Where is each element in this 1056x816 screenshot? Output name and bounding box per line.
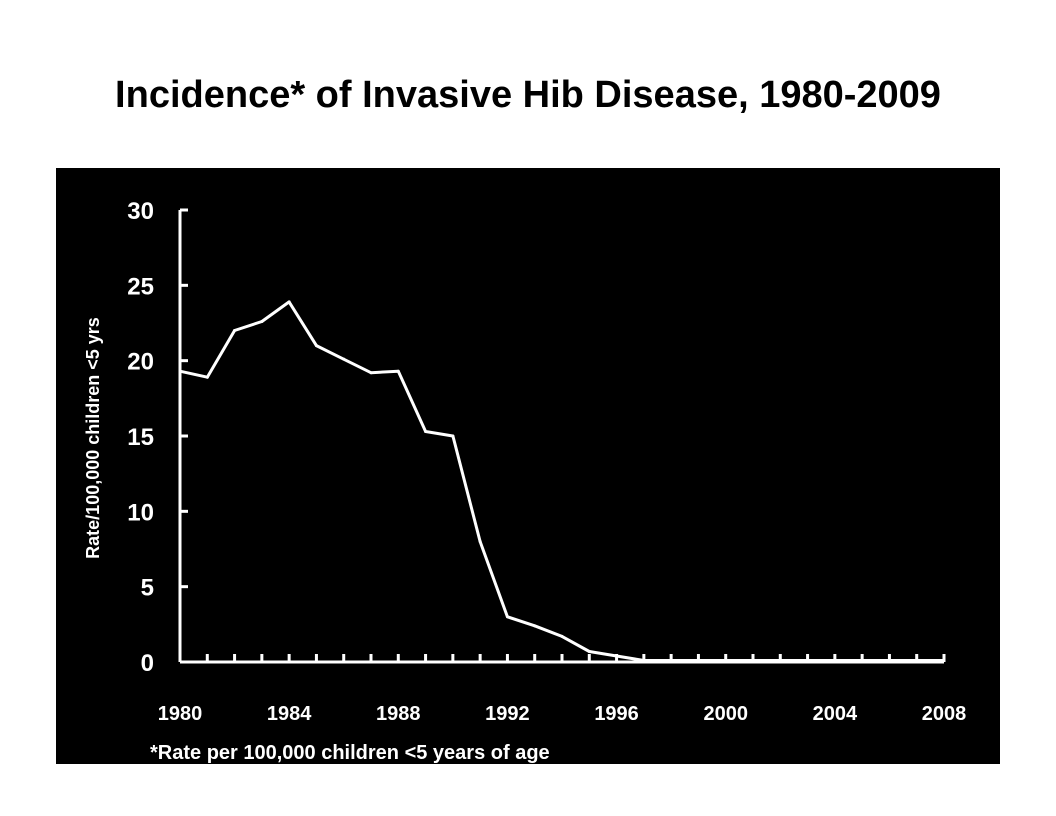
data-point (505, 615, 509, 619)
data-point (287, 300, 291, 304)
y-tick-label: 10 (127, 499, 154, 526)
data-point (233, 329, 237, 333)
data-point (424, 429, 428, 433)
x-tick-label: 1984 (267, 703, 312, 725)
y-tick-label: 20 (127, 349, 154, 376)
x-tick-label: 1996 (594, 703, 639, 725)
y-axis-title: Rate/100,000 children <5 yrs (83, 317, 103, 559)
y-tick-label: 0 (141, 650, 154, 677)
data-point (806, 658, 810, 662)
x-tick-label: 1992 (485, 703, 530, 725)
data-point (587, 649, 591, 653)
data-point (751, 658, 755, 662)
data-point (642, 658, 646, 662)
axes: 0 5 10 15 20 25 30 1980 1984 1988 1992 1996 2000 2004… (127, 198, 966, 725)
data-point (451, 434, 455, 438)
y-tick-label: 25 (127, 273, 154, 300)
data-point (833, 658, 837, 662)
data-point (724, 658, 728, 662)
y-tick-label: 5 (141, 575, 154, 602)
data-point (560, 634, 564, 638)
data-point (478, 539, 482, 543)
x-tick-label: 1988 (376, 703, 421, 725)
data-point (942, 658, 946, 662)
x-tick-label: 1980 (158, 703, 203, 725)
x-tick-label: 2004 (813, 703, 858, 725)
x-tick-label: 2000 (703, 703, 748, 725)
data-point (696, 658, 700, 662)
data-point (533, 624, 537, 628)
chart-panel: Rate/100,000 children <5 yrs 0 5 10 15 20 25 3… (56, 168, 1000, 764)
data-point (778, 658, 782, 662)
data-point (369, 371, 373, 375)
data-point (260, 319, 264, 323)
data-point (342, 357, 346, 361)
y-tick-label: 30 (127, 198, 154, 225)
data-point (205, 375, 209, 379)
data-point (178, 369, 182, 373)
chart-title: Incidence* of Invasive Hib Disease, 1980… (115, 74, 941, 116)
series-line (179, 300, 944, 662)
data-point (314, 344, 318, 348)
data-point (860, 658, 864, 662)
data-point (887, 658, 891, 662)
data-point (915, 658, 919, 662)
data-point (669, 658, 673, 662)
data-point (615, 654, 619, 658)
data-marks (178, 300, 946, 662)
data-point (396, 369, 400, 373)
x-tick-label: 2008 (922, 703, 967, 725)
y-tick-label: 15 (127, 424, 154, 451)
footnote: *Rate per 100,000 children <5 years of a… (150, 742, 550, 764)
line-chart: Rate/100,000 children <5 yrs 0 5 10 15 20 25 3… (83, 198, 966, 725)
